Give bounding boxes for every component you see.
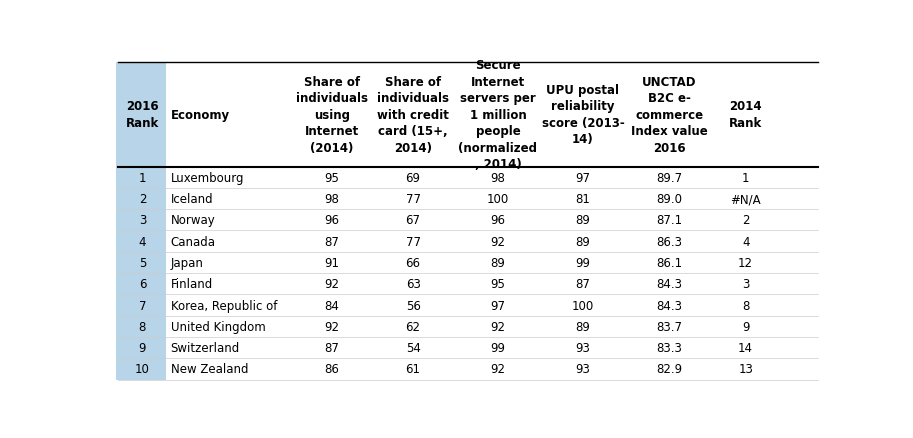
Text: 95: 95 — [490, 278, 506, 290]
Text: 8: 8 — [139, 320, 146, 333]
Text: 97: 97 — [575, 171, 591, 184]
Text: 77: 77 — [405, 235, 421, 248]
Text: 98: 98 — [490, 171, 506, 184]
Text: 95: 95 — [324, 171, 339, 184]
Text: 83.3: 83.3 — [656, 341, 683, 354]
Text: Korea, Republic of: Korea, Republic of — [171, 299, 278, 312]
Text: 86.3: 86.3 — [656, 235, 683, 248]
Text: 2014
Rank: 2014 Rank — [729, 100, 762, 130]
Text: 83.7: 83.7 — [656, 320, 683, 333]
Text: UPU postal
reliability
score (2013-
14): UPU postal reliability score (2013- 14) — [541, 84, 624, 146]
Text: 10: 10 — [135, 363, 150, 375]
Text: 84.3: 84.3 — [656, 278, 683, 290]
Text: 97: 97 — [490, 299, 506, 312]
Text: Luxembourg: Luxembourg — [171, 171, 245, 184]
Text: Secure
Internet
servers per
1 million
people
(normalized
, 2014): Secure Internet servers per 1 million pe… — [458, 59, 538, 171]
Text: 100: 100 — [487, 193, 509, 205]
Text: Switzerland: Switzerland — [171, 341, 240, 354]
Text: Japan: Japan — [171, 256, 204, 269]
Text: 4: 4 — [139, 235, 146, 248]
Text: 93: 93 — [575, 363, 591, 375]
Text: Economy: Economy — [171, 109, 230, 121]
Text: Canada: Canada — [171, 235, 215, 248]
Text: 91: 91 — [324, 256, 340, 269]
Text: 82.9: 82.9 — [656, 363, 683, 375]
Text: 69: 69 — [405, 171, 421, 184]
Text: 89: 89 — [575, 235, 591, 248]
Text: Finland: Finland — [171, 278, 213, 290]
Text: Share of
individuals
with credit
card (15+,
2014): Share of individuals with credit card (1… — [377, 75, 449, 154]
Text: 54: 54 — [405, 341, 421, 354]
Text: 62: 62 — [405, 320, 421, 333]
Text: 89: 89 — [575, 214, 591, 227]
Text: Share of
individuals
using
Internet
(2014): Share of individuals using Internet (201… — [296, 75, 368, 154]
Text: 67: 67 — [405, 214, 421, 227]
Text: 92: 92 — [490, 235, 506, 248]
Text: 96: 96 — [324, 214, 340, 227]
Text: 1: 1 — [742, 171, 750, 184]
Text: 96: 96 — [490, 214, 506, 227]
Text: 9: 9 — [139, 341, 146, 354]
Text: 2: 2 — [742, 214, 750, 227]
Text: 92: 92 — [490, 320, 506, 333]
Text: 4: 4 — [742, 235, 750, 248]
Text: 2: 2 — [139, 193, 146, 205]
Text: 5: 5 — [139, 256, 146, 269]
Text: 87: 87 — [575, 278, 591, 290]
Text: 92: 92 — [490, 363, 506, 375]
Text: 84.3: 84.3 — [656, 299, 683, 312]
Text: New Zealand: New Zealand — [171, 363, 248, 375]
Text: 3: 3 — [742, 278, 750, 290]
Text: 13: 13 — [739, 363, 753, 375]
Text: 87.1: 87.1 — [656, 214, 683, 227]
Text: 99: 99 — [490, 341, 506, 354]
Text: 63: 63 — [405, 278, 421, 290]
Text: 92: 92 — [324, 320, 340, 333]
Text: 3: 3 — [139, 214, 146, 227]
Text: 87: 87 — [324, 235, 339, 248]
Text: 6: 6 — [139, 278, 146, 290]
Text: UNCTAD
B2C e-
commerce
Index value
2016: UNCTAD B2C e- commerce Index value 2016 — [631, 75, 708, 154]
Text: 89: 89 — [490, 256, 506, 269]
Text: 89: 89 — [575, 320, 591, 333]
Text: 61: 61 — [405, 363, 421, 375]
Text: 81: 81 — [575, 193, 591, 205]
Text: Iceland: Iceland — [171, 193, 214, 205]
Text: 89.0: 89.0 — [656, 193, 683, 205]
Text: 93: 93 — [575, 341, 591, 354]
Text: 8: 8 — [742, 299, 750, 312]
Text: #N/A: #N/A — [730, 193, 761, 205]
Text: 99: 99 — [575, 256, 591, 269]
Text: 9: 9 — [742, 320, 750, 333]
Text: 12: 12 — [738, 256, 753, 269]
Text: 2016
Rank: 2016 Rank — [126, 100, 159, 130]
Bar — [116, 63, 166, 380]
Text: 92: 92 — [324, 278, 340, 290]
Text: 89.7: 89.7 — [656, 171, 683, 184]
Text: 98: 98 — [324, 193, 339, 205]
Text: 84: 84 — [324, 299, 339, 312]
Text: 86.1: 86.1 — [656, 256, 683, 269]
Text: 87: 87 — [324, 341, 339, 354]
Text: 14: 14 — [738, 341, 753, 354]
Text: 1: 1 — [139, 171, 146, 184]
Text: 56: 56 — [405, 299, 421, 312]
Text: 100: 100 — [572, 299, 594, 312]
Text: United Kingdom: United Kingdom — [171, 320, 266, 333]
Text: 77: 77 — [405, 193, 421, 205]
Text: 66: 66 — [405, 256, 421, 269]
Text: 86: 86 — [324, 363, 339, 375]
Text: Norway: Norway — [171, 214, 215, 227]
Text: 7: 7 — [139, 299, 146, 312]
